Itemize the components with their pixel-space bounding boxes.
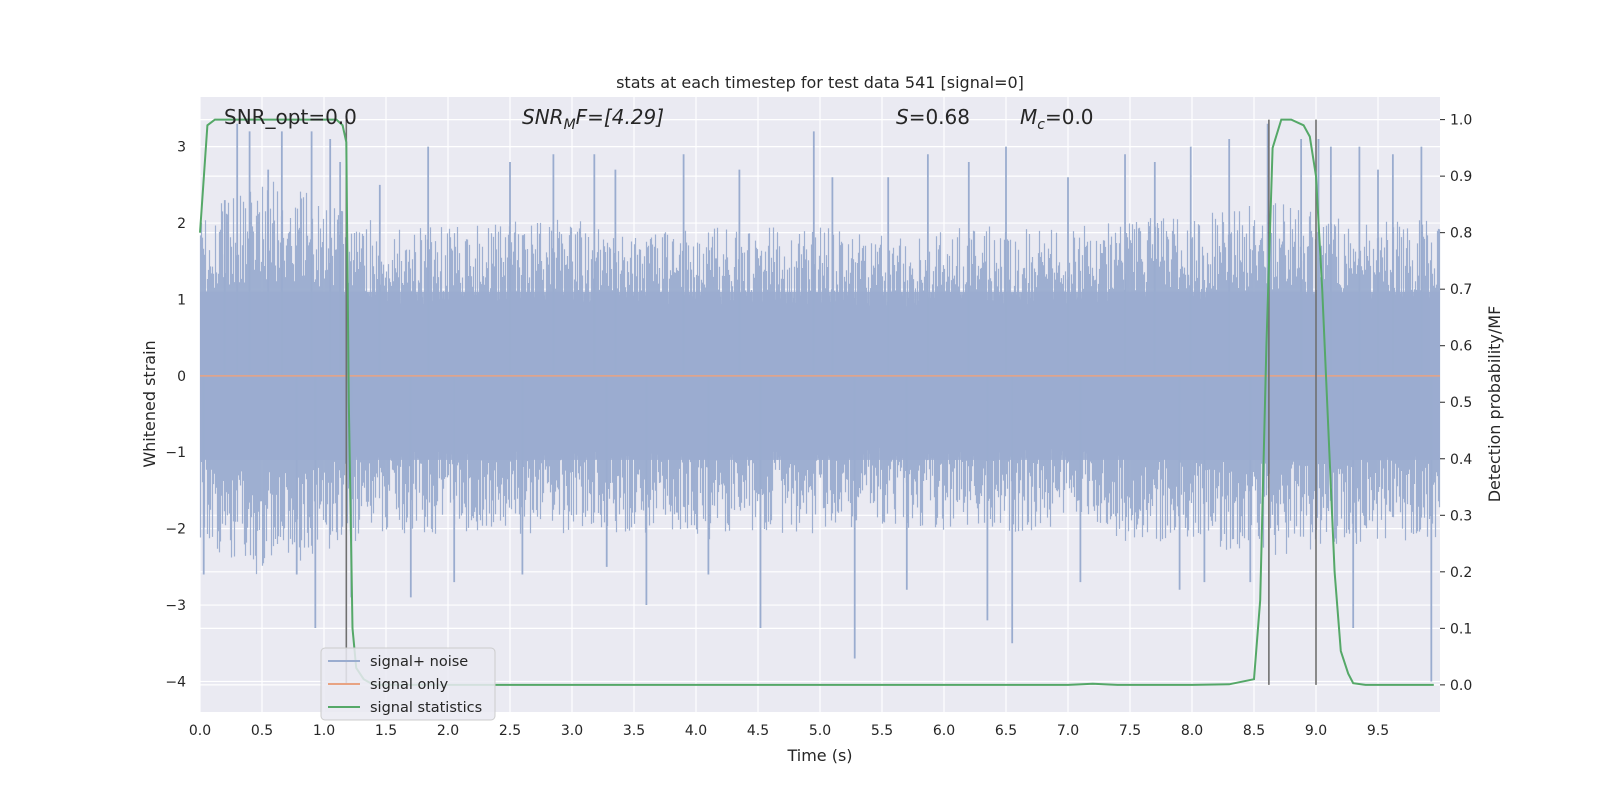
x-tick-label: 6.5 <box>995 723 1017 739</box>
x-tick-label: 4.0 <box>685 723 707 739</box>
y-axis-ticks: 3 2 1 0 −1 −2 −3 −4 <box>165 140 186 691</box>
y2-tick-label: 0.3 <box>1450 508 1472 524</box>
y-tick-label: 0 <box>177 369 186 385</box>
y-tick-label: −3 <box>165 598 186 614</box>
y2-tick-label: 0.6 <box>1450 339 1472 355</box>
series-signal-statistics <box>199 118 1434 686</box>
legend-box <box>320 647 496 721</box>
x-tick-label: 9.0 <box>1305 723 1327 739</box>
y2-tick-label: 0.9 <box>1450 169 1472 185</box>
x-tick-label: 3.0 <box>561 723 583 739</box>
annotation-snr-opt: SNR_opt=0.0 <box>224 105 357 129</box>
x-tick-label: 2.0 <box>437 723 459 739</box>
legend: signal+ noise signal only signal statist… <box>320 647 496 721</box>
signal-statistics-line <box>199 118 1434 686</box>
legend-label-signal-only: signal only <box>370 677 449 693</box>
x-tick-label: 0.5 <box>251 723 273 739</box>
y2-tick-label: 0.0 <box>1450 678 1472 694</box>
x-tick-label: 5.0 <box>809 723 831 739</box>
y2-tick-label: 0.5 <box>1450 395 1472 411</box>
x-tick-label: 3.5 <box>623 723 645 739</box>
annotation-s: S=0.68 <box>896 105 970 129</box>
y2-tick-label: 0.4 <box>1450 452 1472 468</box>
legend-label-signal-statistics: signal statistics <box>370 700 482 716</box>
chart-title: stats at each timestep for test data 541… <box>616 73 1024 92</box>
annotation-snr-mf: SNRMF=[4.29] <box>522 105 664 133</box>
y2-tick-label: 0.8 <box>1450 226 1472 242</box>
y-axis-label: Whitened strain <box>140 340 159 467</box>
x-tick-label: 1.5 <box>375 723 397 739</box>
x-tick-label: 0.0 <box>189 723 211 739</box>
x-tick-label: 8.0 <box>1181 723 1203 739</box>
y2-tick-label: 1.0 <box>1450 113 1472 129</box>
x-tick-label: 7.0 <box>1057 723 1079 739</box>
y2-tick-label: 0.1 <box>1450 621 1472 637</box>
y-tick-label: 2 <box>177 216 186 232</box>
x-tick-label: 1.0 <box>313 723 335 739</box>
x-axis-label: Time (s) <box>786 746 852 765</box>
x-tick-label: 4.5 <box>747 723 769 739</box>
annotation-mc: Mc=0.0 <box>1020 105 1094 133</box>
x-tick-label: 7.5 <box>1119 723 1141 739</box>
y2-tick-label: 0.7 <box>1450 282 1472 298</box>
y-tick-label: 3 <box>177 140 186 156</box>
x-tick-label: 5.5 <box>871 723 893 739</box>
y2-axis-ticks: 1.0 0.9 0.8 0.7 0.6 0.5 0.4 0.3 0.2 0.1 0.0 <box>1440 113 1472 694</box>
x-tick-label: 8.5 <box>1243 723 1265 739</box>
x-axis-ticks: 0.0 0.5 1.0 1.5 2.0 2.5 3.0 3.5 4.0 4.5 5.0 5.5 6.0 6… <box>189 723 1389 739</box>
y2-tick-label: 0.2 <box>1450 565 1472 581</box>
y-tick-label: −1 <box>165 445 186 461</box>
y-tick-label: −4 <box>165 674 186 690</box>
y2-axis-label: Detection probability/MF <box>1485 306 1504 503</box>
x-tick-label: 9.5 <box>1367 723 1389 739</box>
x-tick-label: 2.5 <box>499 723 521 739</box>
legend-label-signal-noise: signal+ noise <box>370 654 468 670</box>
x-tick-label: 6.0 <box>933 723 955 739</box>
y-tick-label: −2 <box>165 522 186 538</box>
y-tick-label: 1 <box>177 292 186 308</box>
